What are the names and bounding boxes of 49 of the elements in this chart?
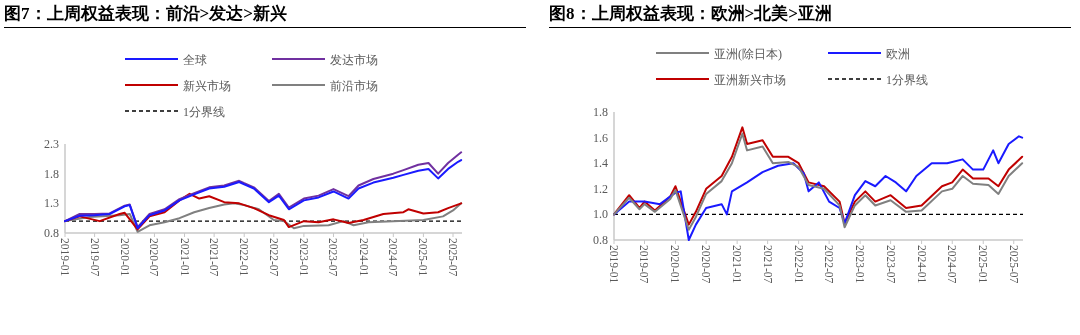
chart-title: 图8：上周权益表现：欧洲>北美>亚洲 — [549, 2, 1071, 28]
y-tick-label: 1.3 — [44, 196, 59, 211]
x-tick-label: 2022-01 — [238, 238, 251, 277]
legend-label: 1分界线 — [886, 72, 928, 87]
legend-label: 前沿市场 — [330, 78, 378, 93]
y-tick-label: 1.8 — [593, 105, 608, 119]
x-tick-label: 2020-01 — [118, 238, 131, 277]
x-tick-label: 2024-07 — [387, 238, 400, 277]
legend-label: 发达市场 — [330, 52, 378, 67]
y-tick-label: 0.8 — [593, 233, 608, 247]
x-tick-label: 2019-01 — [59, 238, 71, 277]
x-tick-label: 2025-01 — [417, 238, 430, 277]
x-tick-label: 2020-01 — [669, 245, 682, 284]
x-tick-label: 2024-07 — [946, 245, 959, 284]
x-tick-label: 2022-07 — [267, 238, 280, 277]
x-tick-label: 2024-01 — [915, 245, 928, 284]
x-tick-label: 2019-07 — [638, 245, 651, 284]
legend-label: 1分界线 — [183, 104, 225, 119]
y-tick-label: 1.2 — [593, 181, 608, 196]
x-tick-label: 2025-01 — [977, 245, 990, 284]
x-tick-label: 2022-01 — [792, 245, 805, 284]
y-tick-label: 1.8 — [44, 166, 59, 181]
x-tick-label: 2023-01 — [297, 238, 310, 277]
legend-label: 欧洲 — [886, 46, 910, 61]
x-tick-label: 2024-01 — [357, 238, 370, 277]
legend-label: 新兴市场 — [183, 78, 231, 93]
x-tick-label: 2023-07 — [327, 238, 340, 277]
x-tick-label: 2019-01 — [608, 245, 620, 284]
x-tick-label: 2023-01 — [854, 245, 867, 284]
y-tick-label: 1.4 — [593, 156, 608, 171]
x-tick-label: 2021-01 — [178, 238, 191, 277]
x-tick-label: 2020-07 — [148, 238, 161, 277]
x-tick-label: 2025-07 — [1007, 245, 1020, 284]
x-tick-label: 2025-07 — [447, 238, 460, 277]
y-tick-label: 0.8 — [44, 226, 59, 240]
y-tick-label: 2.3 — [44, 137, 59, 151]
x-tick-label: 2019-07 — [88, 238, 101, 277]
legend-label: 全球 — [183, 52, 207, 67]
x-tick-label: 2020-07 — [700, 245, 713, 284]
x-tick-label: 2022-07 — [823, 245, 836, 284]
legend-label: 亚洲(除日本) — [714, 46, 782, 61]
chart-title: 图7：上周权益表现：前沿>发达>新兴 — [4, 2, 526, 28]
y-tick-label: 1.6 — [593, 130, 608, 145]
legend-label: 亚洲新兴市场 — [714, 72, 786, 87]
x-tick-label: 2021-07 — [208, 238, 221, 277]
x-tick-label: 2021-01 — [731, 245, 744, 284]
x-tick-label: 2023-07 — [884, 245, 897, 284]
x-tick-label: 2021-07 — [761, 245, 774, 284]
y-tick-label: 1.0 — [593, 207, 608, 222]
